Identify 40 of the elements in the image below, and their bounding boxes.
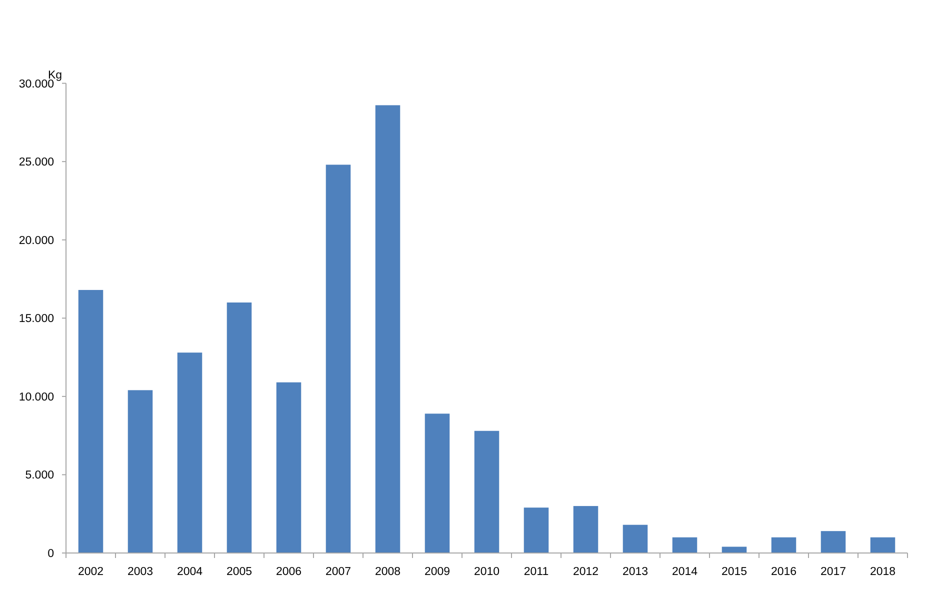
bar (474, 430, 500, 553)
x-tick-label: 2002 (78, 566, 104, 578)
x-tick-label: 2013 (622, 566, 648, 578)
bar (128, 390, 153, 553)
bar (622, 524, 648, 553)
bar (524, 508, 549, 553)
x-tick-label: 2018 (870, 566, 896, 578)
x-tick-label: 2003 (127, 566, 154, 578)
x-tick-label: 2015 (721, 566, 748, 578)
x-tick-label: 2014 (672, 566, 698, 578)
x-tick-label: 2004 (176, 566, 204, 578)
x-tick-label: 2009 (424, 566, 450, 578)
x-tick-label: 2006 (276, 566, 302, 578)
x-tick-label: 2008 (374, 566, 401, 578)
bar (820, 531, 846, 553)
x-tick-label: 2010 (474, 566, 500, 578)
y-tick-label: 20.000 (18, 234, 54, 247)
bar (771, 537, 796, 553)
bar (573, 506, 598, 553)
bar (276, 382, 302, 553)
x-tick-label: 2016 (770, 566, 797, 578)
bar (226, 302, 252, 553)
y-tick-label: 25.000 (18, 156, 54, 169)
bar (424, 414, 450, 553)
y-tick-label: 10.000 (18, 391, 54, 404)
x-tick-label: 2011 (524, 566, 549, 578)
bar (722, 546, 747, 553)
x-tick-label: 2007 (325, 566, 352, 578)
y-tick-label: 5.000 (25, 470, 54, 482)
bar (870, 537, 896, 553)
y-tick-label: 0 (48, 548, 54, 560)
y-tick-label: 15.000 (18, 313, 54, 326)
x-tick-label: 2017 (820, 566, 846, 578)
bar (375, 105, 400, 553)
x-tick-label: 2012 (572, 566, 599, 578)
bar (177, 352, 202, 553)
bar (672, 537, 698, 553)
bar (326, 164, 351, 553)
x-tick-label: 2005 (226, 566, 252, 578)
bar (78, 290, 104, 553)
